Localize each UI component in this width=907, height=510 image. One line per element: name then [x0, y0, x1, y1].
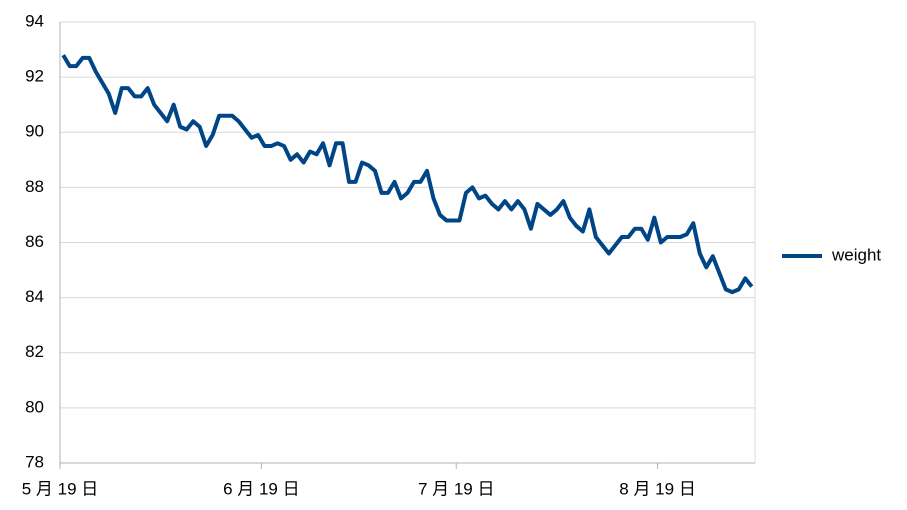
y-tick-label: 90: [25, 122, 44, 141]
x-tick-label: 5 月 19 日: [22, 479, 99, 498]
x-tick-label: 7 月 19 日: [418, 479, 495, 498]
y-tick-label: 84: [25, 287, 44, 306]
line-series: [61, 54, 754, 295]
y-tick-label: 82: [25, 342, 44, 361]
x-tick-label: 8 月 19 日: [619, 479, 696, 498]
x-tick-label: 6 月 19 日: [223, 479, 300, 498]
y-tick-label: 78: [25, 452, 44, 471]
y-tick-label: 80: [25, 397, 44, 416]
y-tick-label: 92: [25, 67, 44, 86]
legend-label: weight: [831, 245, 881, 264]
y-tick-label: 88: [25, 177, 44, 196]
y-tick-label: 94: [25, 11, 44, 30]
y-tick-label: 86: [25, 232, 44, 251]
